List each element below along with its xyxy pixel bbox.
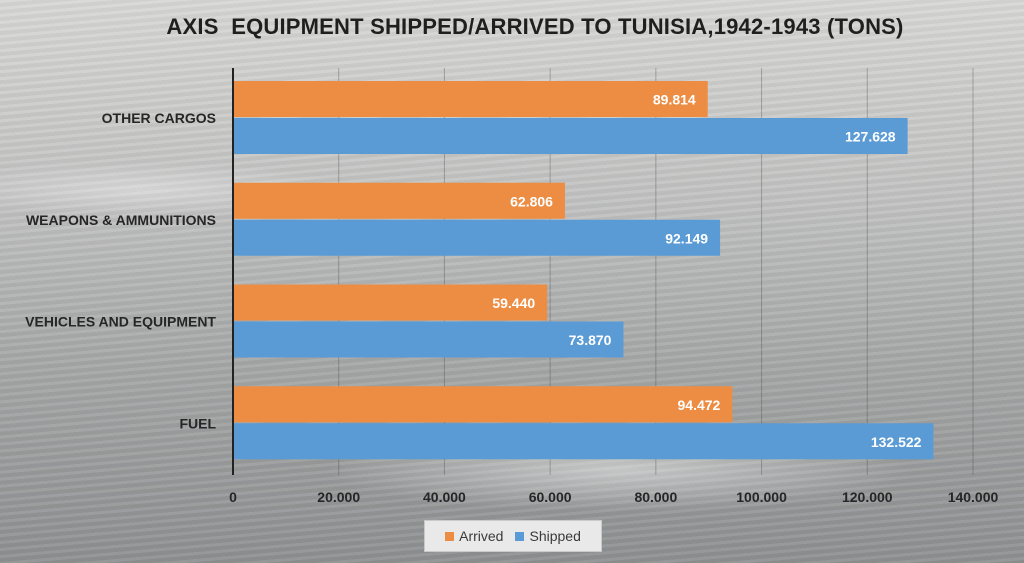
bar-arrived (233, 81, 708, 117)
bar-shipped (233, 321, 624, 358)
bar-arrived (233, 386, 733, 423)
bar-shipped (233, 423, 934, 460)
x-tick-label: 60.000 (529, 489, 572, 505)
legend-item-arrived: Arrived (445, 528, 503, 544)
legend-label-arrived: Arrived (459, 528, 504, 544)
x-tick-label: 100.000 (736, 489, 787, 505)
data-label: 73.870 (569, 332, 612, 348)
data-label: 127.628 (845, 129, 896, 145)
category-label: FUEL (179, 415, 216, 431)
data-label: 59.440 (492, 295, 535, 311)
category-label: WEAPONS & AMMUNITIONS (26, 212, 216, 228)
category-label: OTHER CARGOS (102, 110, 216, 126)
legend-swatch-shipped (515, 531, 525, 541)
legend: Arrived Shipped (424, 520, 602, 552)
legend-label-shipped: Shipped (529, 528, 581, 544)
data-label: 132.522 (871, 434, 922, 450)
bar-shipped (233, 118, 908, 154)
x-tick-label: 20.000 (317, 489, 360, 505)
legend-swatch-arrived (445, 531, 455, 541)
x-tick-label: 40.000 (423, 489, 466, 505)
bar-shipped (233, 219, 721, 256)
x-tick-label: 140.000 (948, 489, 999, 505)
x-tick-label: 120.000 (842, 489, 893, 505)
data-label: 92.149 (665, 230, 708, 246)
category-label: VEHICLES AND EQUIPMENT (25, 314, 216, 330)
legend-item-shipped: Shipped (515, 528, 581, 544)
x-tick-label: 0 (229, 489, 237, 505)
data-label: 89.814 (653, 92, 696, 108)
chart-title: AXIS EQUIPMENT SHIPPED/ARRIVED TO TUNISI… (166, 14, 904, 39)
bar-arrived (233, 284, 548, 321)
bar-arrived (233, 182, 565, 219)
data-label: 62.806 (510, 193, 553, 209)
data-label: 94.472 (678, 397, 721, 413)
x-tick-label: 80.000 (634, 489, 677, 505)
